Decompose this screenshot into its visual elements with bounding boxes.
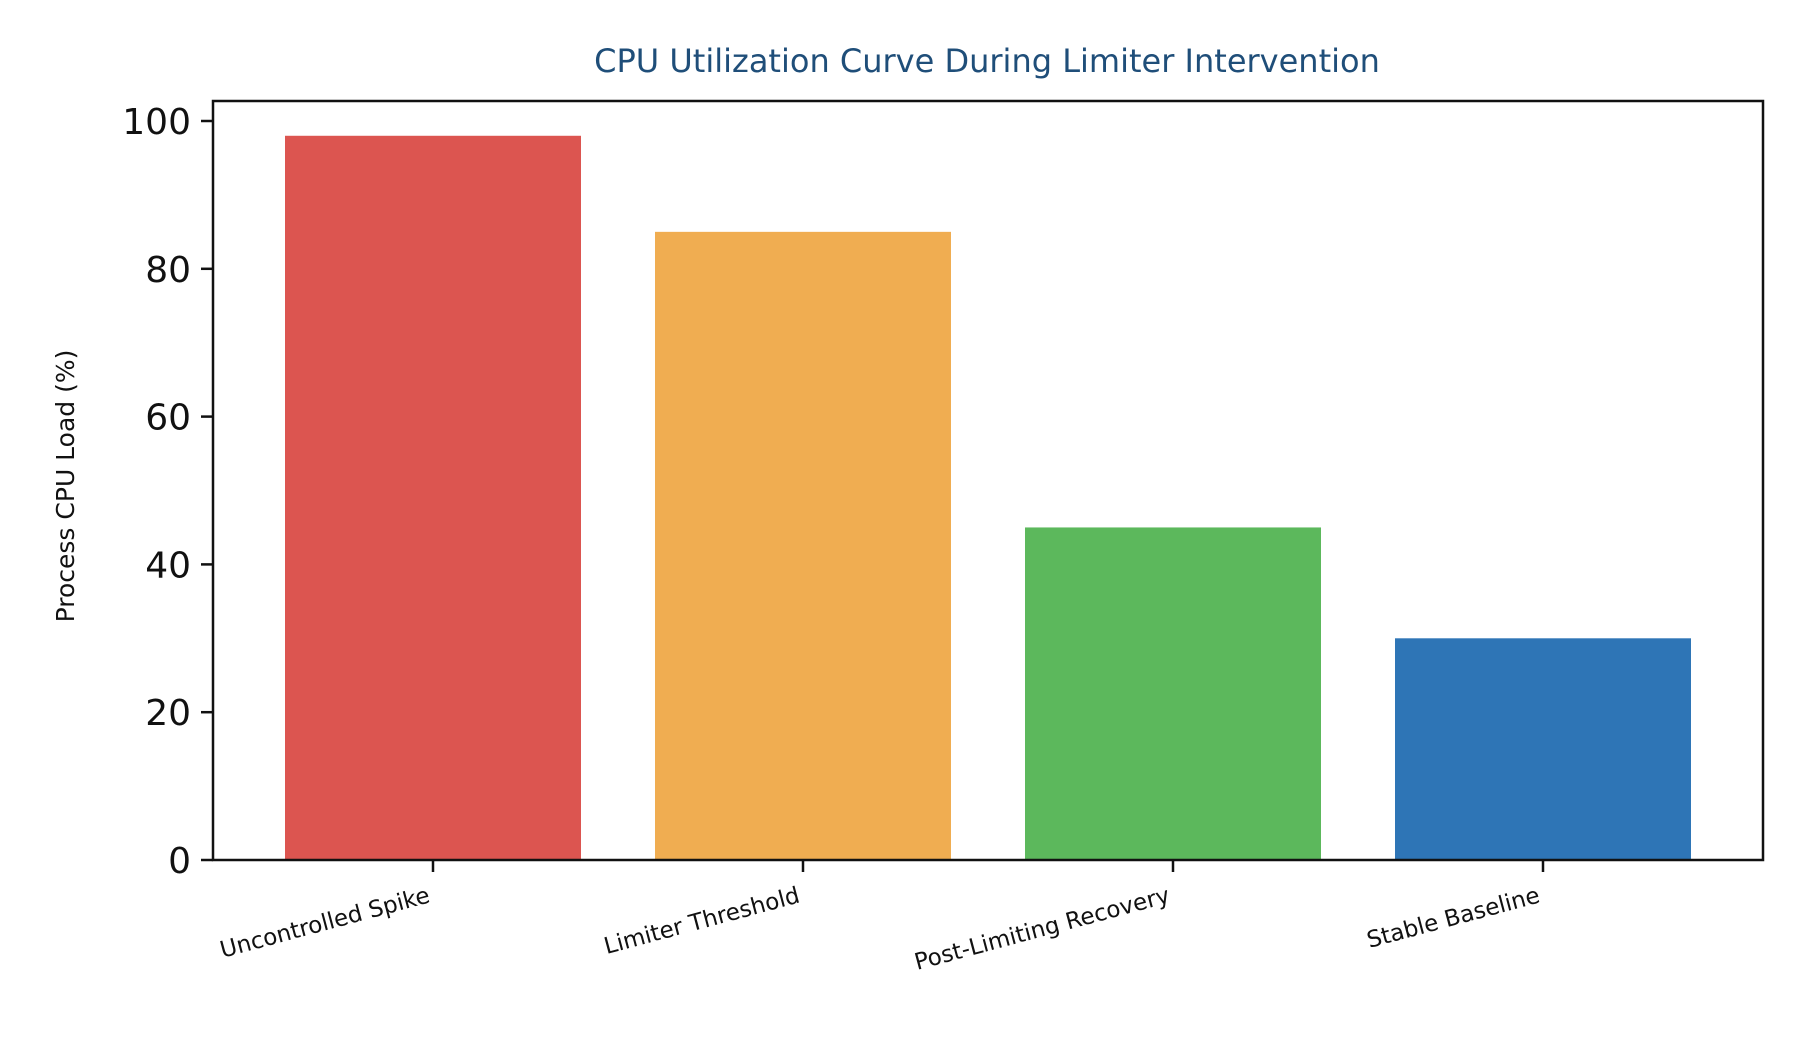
x-tick-label: Uncontrolled Spike xyxy=(217,883,432,964)
bar-limiter-threshold xyxy=(655,231,951,861)
x-tick-label: Stable Baseline xyxy=(1364,883,1542,954)
y-tick-label: 20 xyxy=(145,693,191,734)
bars-group xyxy=(285,135,1691,861)
y-tick-label: 100 xyxy=(122,102,191,143)
x-axis-ticks: Uncontrolled Spike Limiter Threshold Post-… xyxy=(217,860,1545,976)
x-tick-label: Limiter Threshold xyxy=(601,883,802,960)
bar-stable-baseline xyxy=(1395,638,1691,860)
y-tick-label: 60 xyxy=(145,398,191,439)
y-axis-ticks: 0 20 40 60 80 100 xyxy=(122,102,213,882)
bar-post-limiting-recovery xyxy=(1025,527,1321,860)
x-tick-label: Post-Limiting Recovery xyxy=(912,883,1173,976)
chart-title: CPU Utilization Curve During Limiter Int… xyxy=(594,42,1380,80)
y-axis-label: Process CPU Load (%) xyxy=(51,350,80,623)
y-tick-label: 40 xyxy=(145,545,191,586)
y-tick-label: 0 xyxy=(168,841,191,882)
bar-uncontrolled-spike xyxy=(285,135,581,860)
plot-area-frame xyxy=(211,99,1765,862)
y-tick-label: 80 xyxy=(145,250,191,291)
